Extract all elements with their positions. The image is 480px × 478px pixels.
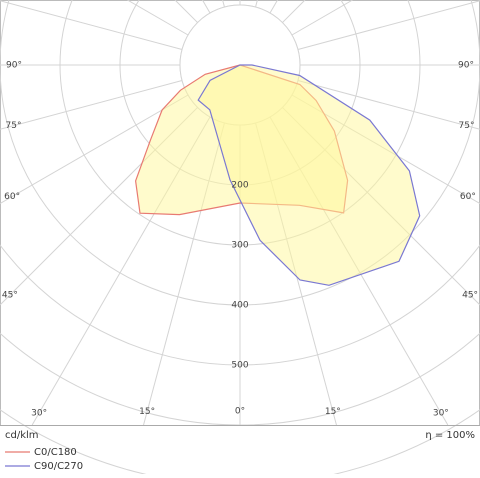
grid-spoke: [202, 0, 211, 14]
angle-tick-label: 60°: [460, 192, 476, 202]
grid-spoke: [0, 80, 183, 130]
intensity-curve: [197, 64, 421, 286]
grid-spoke: [291, 0, 353, 36]
legend-label: C0/C180: [34, 447, 77, 458]
angle-tick-label: 90°: [458, 61, 474, 71]
r-tick-label: 300: [231, 241, 248, 251]
grid-spoke: [127, 0, 189, 36]
r-tick-label: 500: [231, 361, 248, 371]
unit-label: cd/klm: [5, 430, 39, 441]
angle-tick-label: 75°: [459, 121, 475, 131]
grid-spoke: [297, 80, 480, 130]
legend-label: C90/C270: [34, 461, 83, 472]
grid-spoke: [255, 0, 258, 8]
angle-tick-label: 90°: [6, 61, 22, 71]
efficiency-label: η = 100%: [425, 430, 475, 441]
angle-tick-label: 15°: [139, 407, 155, 417]
r-tick-label: 400: [231, 301, 248, 311]
grid-spoke: [222, 0, 225, 8]
grid-spoke: [282, 0, 306, 23]
angle-tick-label: 45°: [462, 291, 478, 301]
angle-tick-label: 30°: [433, 408, 449, 418]
angle-tick-label: 45°: [2, 291, 18, 301]
angle-tick-label: 0°: [235, 407, 245, 417]
grid-spoke: [174, 0, 198, 23]
grid-spoke: [0, 0, 183, 50]
angle-tick-label: 15°: [325, 407, 341, 417]
angle-tick-label: 30°: [31, 408, 47, 418]
angle-tick-label: 60°: [4, 192, 20, 202]
grid-spoke: [0, 94, 189, 204]
grid-spoke: [269, 0, 278, 14]
r-tick-label: 200: [231, 181, 248, 191]
angle-tick-label: 75°: [6, 121, 22, 131]
grid-spoke: [297, 0, 480, 50]
